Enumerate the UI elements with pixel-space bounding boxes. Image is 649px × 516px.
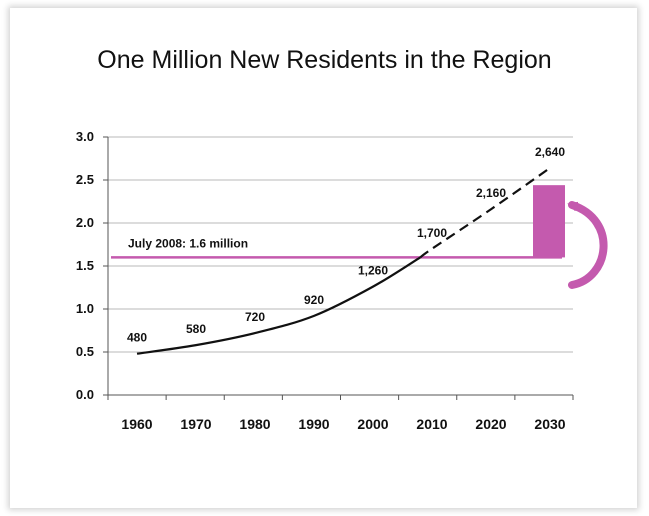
x-tick-label: 1970 (180, 416, 211, 432)
series-layer (136, 167, 551, 355)
data-label: 2,640 (535, 145, 565, 159)
historical-series-line (136, 256, 421, 355)
x-tick-label: 2010 (416, 416, 447, 432)
y-tick-label: 1.0 (76, 301, 94, 316)
axes: 0.0 0.5 1.0 1.5 2.0 2.5 3.0 1960 1970 1980 1990 200… (76, 129, 574, 432)
x-tick-label: 2030 (534, 416, 565, 432)
data-label: 1,260 (358, 264, 388, 278)
x-tick-label: 2020 (475, 416, 506, 432)
curved-arrow-icon (567, 201, 608, 289)
y-tick-label: 0.0 (76, 387, 94, 402)
data-label: 580 (186, 322, 206, 336)
data-label: 2,160 (476, 186, 506, 200)
y-tick-label: 3.0 (76, 129, 94, 144)
projected-series-line (419, 167, 551, 259)
y-tick-label: 2.0 (76, 215, 94, 230)
gridlines (108, 136, 573, 353)
x-tick-label: 1980 (239, 416, 270, 432)
data-label: 1,700 (417, 226, 447, 240)
y-tick-label: 0.5 (76, 344, 94, 359)
growth-bar (533, 185, 565, 258)
x-tick-label: 1990 (298, 416, 329, 432)
data-label: 480 (127, 331, 147, 345)
data-labels: 480 580 720 920 1,260 1,700 2,160 2,640 (127, 145, 565, 345)
data-label: 720 (245, 310, 265, 324)
x-tick-label: 2000 (357, 416, 388, 432)
chart-title: One Million New Residents in the Region (97, 46, 552, 74)
y-tick-label: 1.5 (76, 258, 94, 273)
reference-layer: July 2008: 1.6 million (111, 185, 608, 289)
data-label: 920 (304, 293, 324, 307)
x-tick-label: 1960 (121, 416, 152, 432)
y-tick-label: 2.5 (76, 172, 94, 187)
reference-line-label: July 2008: 1.6 million (128, 236, 248, 250)
